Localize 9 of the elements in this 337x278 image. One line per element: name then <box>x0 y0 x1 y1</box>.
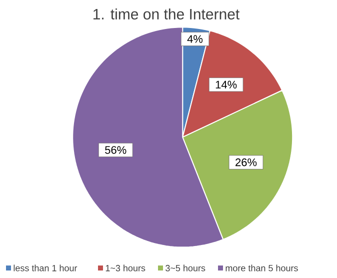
data-label: 4% <box>187 35 203 43</box>
chart-title: 1. time on the Internet <box>93 8 240 20</box>
data-label: 14% <box>216 80 237 88</box>
legend-label: more than 5 hours <box>226 264 298 272</box>
legend-label: 3~5 hours <box>166 264 206 272</box>
data-label: 56% <box>105 146 126 154</box>
data-label: 26% <box>236 158 257 166</box>
legend-label: less than 1 hour <box>14 264 78 272</box>
legend-label: 1~3 hours <box>106 264 146 272</box>
